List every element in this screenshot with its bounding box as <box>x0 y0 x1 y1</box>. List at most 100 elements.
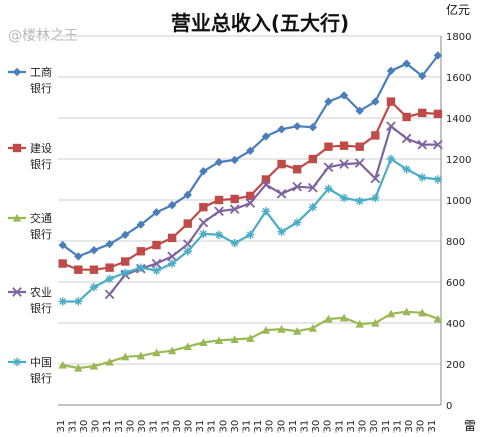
data-point <box>167 346 177 355</box>
legend-label: 银行 <box>30 301 52 315</box>
data-point <box>214 336 224 344</box>
data-point <box>89 361 99 370</box>
data-point <box>292 122 302 131</box>
y-tick-label: 1000 <box>446 196 471 207</box>
x-axis-ticks: 2/31 3/31 6/30 9/30 2/31 3/31 6/30 9/30 2/31 3/31… <box>56 420 438 437</box>
data-point <box>324 142 333 151</box>
data-point <box>105 274 114 284</box>
x-tick-label: 6/30 <box>311 420 322 433</box>
data-point <box>246 191 255 201</box>
data-point <box>136 247 146 256</box>
data-point <box>199 229 208 239</box>
legend-marker <box>12 67 22 77</box>
data-point <box>105 263 114 272</box>
data-point <box>292 327 302 335</box>
data-point <box>121 268 130 277</box>
data-point <box>214 230 224 240</box>
data-point <box>198 217 209 228</box>
data-point <box>402 165 411 174</box>
x-tick-label: 9/30 <box>183 420 194 433</box>
data-point <box>89 265 99 274</box>
x-tick-label: 3/31 <box>253 420 264 433</box>
series-layer <box>58 51 443 372</box>
data-point <box>308 123 318 132</box>
y-axis-unit-label: 亿元 <box>446 2 470 17</box>
data-point <box>121 352 130 361</box>
data-point <box>230 335 239 343</box>
data-point <box>246 230 255 240</box>
data-point <box>183 247 192 256</box>
data-point <box>89 246 99 255</box>
data-point <box>214 157 224 167</box>
data-point <box>339 141 349 150</box>
data-point <box>167 251 177 262</box>
x-tick-label: 3/31 <box>67 420 78 433</box>
data-point <box>58 297 67 306</box>
legend-label: 农业 <box>30 285 52 299</box>
data-point <box>230 155 239 165</box>
legend-label: 建设 <box>30 141 52 155</box>
data-point <box>355 319 364 328</box>
data-point <box>401 133 412 144</box>
data-point <box>229 204 240 215</box>
data-point <box>183 342 192 351</box>
data-point <box>323 162 334 173</box>
y-axis-ticks: 0 200 400 600 800 1000 1200 1400 1600 1800 <box>446 32 471 412</box>
data-point <box>261 175 271 184</box>
data-point <box>74 252 83 261</box>
legend-label: 银行 <box>30 227 52 241</box>
data-point <box>371 131 380 140</box>
data-point <box>151 258 162 269</box>
data-point <box>230 194 239 204</box>
data-point <box>58 360 67 369</box>
series-3 <box>58 307 443 372</box>
x-tick-label: 3/31 <box>160 420 171 433</box>
data-point <box>417 139 428 150</box>
chart-title: 营业总收入(五大行) <box>171 11 349 35</box>
data-point <box>277 227 286 236</box>
watermark-text: @楼林之王 <box>8 28 78 44</box>
data-point <box>418 308 427 317</box>
data-point <box>58 240 67 250</box>
x-tick-label: 2/31 <box>334 420 345 433</box>
data-point <box>136 220 146 229</box>
x-tick-label: 6/30 <box>404 420 415 433</box>
y-tick-label: 1800 <box>446 32 471 43</box>
data-point <box>433 139 443 150</box>
data-point <box>324 184 333 193</box>
data-point <box>261 325 271 334</box>
data-point <box>261 132 271 141</box>
data-point <box>371 97 380 106</box>
x-tick-label: 2/31 <box>195 420 206 433</box>
data-point <box>245 198 256 208</box>
x-tick-label: 6/30 <box>125 420 136 433</box>
data-point <box>89 282 99 292</box>
data-point <box>308 202 318 212</box>
data-point <box>58 259 67 268</box>
y-tick-label: 0 <box>446 401 452 412</box>
y-tick-label: 200 <box>446 360 465 371</box>
data-point <box>167 259 177 268</box>
y-tick-label: 800 <box>446 237 465 248</box>
y-tick-label: 400 <box>446 319 465 330</box>
data-point <box>418 71 427 81</box>
x-tick-label: 9/30 <box>323 420 334 433</box>
data-point <box>152 240 161 250</box>
data-point <box>261 207 271 216</box>
series-line <box>108 124 438 295</box>
data-point <box>105 357 114 366</box>
x-tick-label: 2/31 <box>149 420 160 433</box>
data-point <box>230 238 239 248</box>
x-tick-label: 2/31 <box>242 420 253 433</box>
data-point <box>386 97 396 106</box>
data-point <box>402 307 411 316</box>
data-point <box>355 142 364 151</box>
legend-label: 中国 <box>30 356 52 369</box>
data-point <box>339 193 349 203</box>
x-tick-label: 9/30 <box>91 420 102 433</box>
y-tick-label: 1600 <box>446 73 471 84</box>
